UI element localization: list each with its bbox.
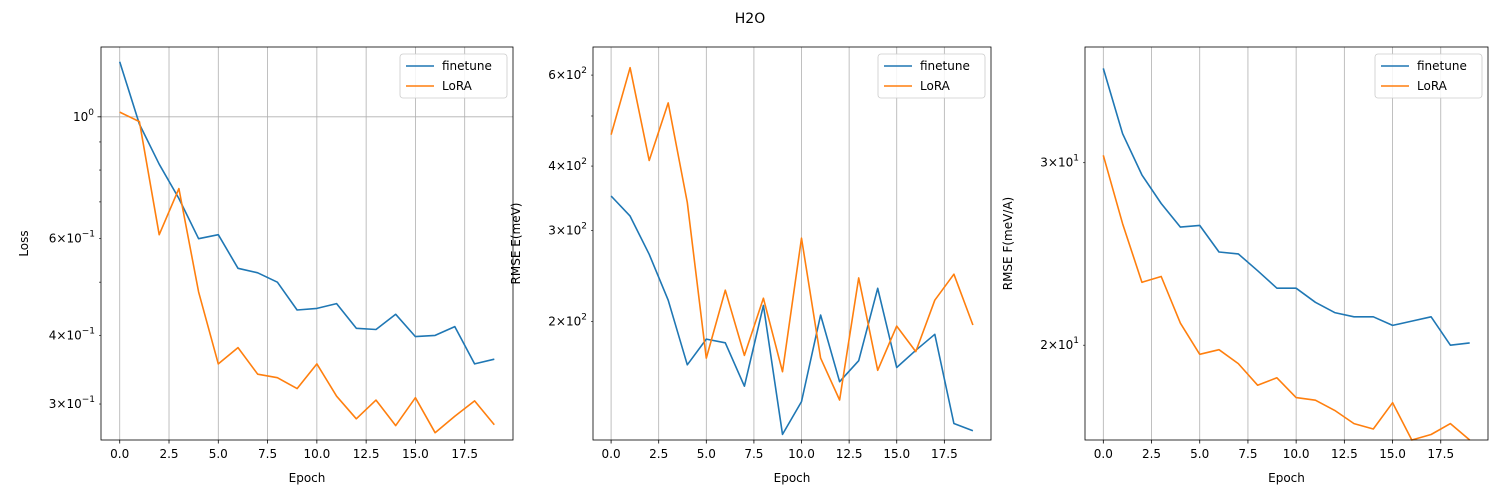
x-tick-label: 5.0 — [209, 447, 228, 461]
x-tick-label: 12.5 — [1331, 447, 1358, 461]
legend: finetune LoRA — [877, 53, 986, 99]
legend: finetune LoRA — [399, 53, 508, 99]
axes-frame — [1084, 46, 1489, 441]
series-line-finetune — [118, 61, 495, 365]
axes-frame — [100, 46, 514, 441]
chart-panel-3: 0.0 2.5 5.0 7.5 10.0 12.5 15.0 17.5 2×101 3×101 Ep… — [1001, 46, 1489, 485]
chart-panel-1: 0.0 2.5 5.0 7.5 10.0 12.5 15.0 17.5 100 3×10−1 4×1… — [17, 46, 514, 485]
y-tick-label: 3×10−1 — [49, 395, 95, 411]
x-tick-label: 5.0 — [697, 447, 716, 461]
series-line-lora — [1102, 155, 1471, 441]
x-tick-label: 2.5 — [159, 447, 178, 461]
x-tick-label: 17.5 — [1427, 447, 1454, 461]
x-tick-label: 7.5 — [744, 447, 763, 461]
x-tick-label: 17.5 — [451, 447, 478, 461]
y-axis-label: RMSE F(meV/A) — [1001, 197, 1015, 291]
series-line-finetune — [610, 195, 974, 436]
x-tick-label: 12.5 — [836, 447, 863, 461]
y-tick-label: 100 — [73, 108, 94, 124]
legend-box — [877, 53, 986, 99]
legend-label-lora: LoRA — [920, 79, 951, 93]
chart-panel-2: 0.0 2.5 5.0 7.5 10.0 12.5 15.0 17.5 2×102 3×102 4×… — [509, 46, 992, 485]
series-line-finetune — [1102, 68, 1470, 347]
x-tick-label: 15.0 — [1379, 447, 1406, 461]
legend: finetune LoRA — [1374, 53, 1483, 99]
series-line-lora — [610, 66, 974, 401]
y-tick-label: 4×10−1 — [49, 326, 95, 342]
axes-frame — [592, 46, 992, 441]
x-tick-label: 10.0 — [1283, 447, 1310, 461]
x-tick-label: 17.5 — [931, 447, 958, 461]
x-tick-label: 2.5 — [649, 447, 668, 461]
legend-label-lora: LoRA — [442, 79, 473, 93]
x-tick-label: 0.0 — [602, 447, 621, 461]
legend-label-finetune: finetune — [442, 59, 492, 73]
series-line-lora — [119, 111, 495, 434]
y-tick-label: 2×102 — [548, 313, 587, 329]
y-tick-label: 6×10−1 — [49, 230, 95, 246]
x-axis-label: Epoch — [1268, 471, 1305, 485]
x-tick-label: 10.0 — [788, 447, 815, 461]
figure-suptitle: H2O — [735, 11, 765, 27]
legend-label-finetune: finetune — [1417, 59, 1467, 73]
legend-label-lora: LoRA — [1417, 79, 1448, 93]
x-tick-label: 0.0 — [110, 447, 129, 461]
y-tick-label: 2×101 — [1040, 336, 1079, 352]
x-tick-label: 5.0 — [1190, 447, 1209, 461]
x-axis-label: Epoch — [289, 471, 326, 485]
x-tick-label: 12.5 — [353, 447, 380, 461]
x-tick-label: 7.5 — [1238, 447, 1257, 461]
y-axis-label: RMSE E(meV) — [509, 203, 523, 285]
x-tick-label: 2.5 — [1142, 447, 1161, 461]
y-tick-label: 3×102 — [548, 222, 587, 238]
x-tick-label: 7.5 — [258, 447, 277, 461]
x-tick-label: 10.0 — [303, 447, 330, 461]
y-tick-label: 6×102 — [548, 66, 587, 82]
x-axis-label: Epoch — [774, 471, 811, 485]
y-axis-label: Loss — [17, 230, 31, 256]
legend-box — [399, 53, 508, 99]
x-tick-label: 15.0 — [402, 447, 429, 461]
x-tick-label: 15.0 — [883, 447, 910, 461]
y-tick-label: 4×102 — [548, 157, 587, 173]
legend-label-finetune: finetune — [920, 59, 970, 73]
legend-box — [1374, 53, 1483, 99]
y-tick-label: 3×101 — [1040, 154, 1079, 170]
x-tick-label: 0.0 — [1094, 447, 1113, 461]
